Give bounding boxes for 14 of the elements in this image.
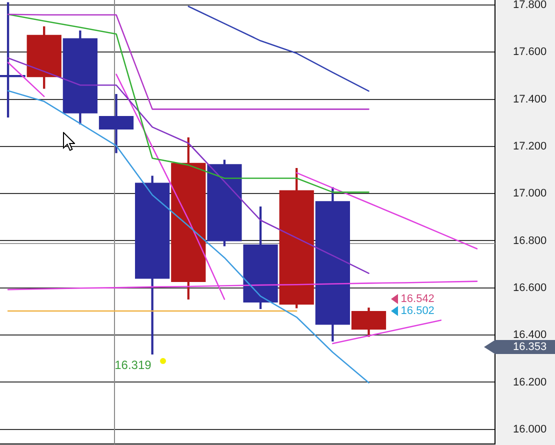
y-tick-label: 17.800 bbox=[513, 0, 547, 11]
y-tick-label: 17.000 bbox=[513, 188, 547, 200]
y-tick-label: 16.600 bbox=[513, 282, 547, 294]
annotation: 16.542 bbox=[400, 292, 434, 305]
annotation: 16.502 bbox=[400, 304, 434, 316]
y-tick-label: 16.800 bbox=[513, 234, 547, 247]
y-tick-label: 16.000 bbox=[513, 423, 547, 436]
y-tick-label: 16.200 bbox=[513, 376, 547, 388]
y-tick-label: 17.400 bbox=[513, 93, 547, 106]
text: 16.353 bbox=[513, 340, 547, 353]
y-tick-label: 17.200 bbox=[513, 140, 547, 152]
y-tick-label: 16.400 bbox=[513, 329, 547, 342]
annotation: 16.319 bbox=[114, 358, 152, 372]
y-tick-label: 17.600 bbox=[513, 46, 547, 58]
